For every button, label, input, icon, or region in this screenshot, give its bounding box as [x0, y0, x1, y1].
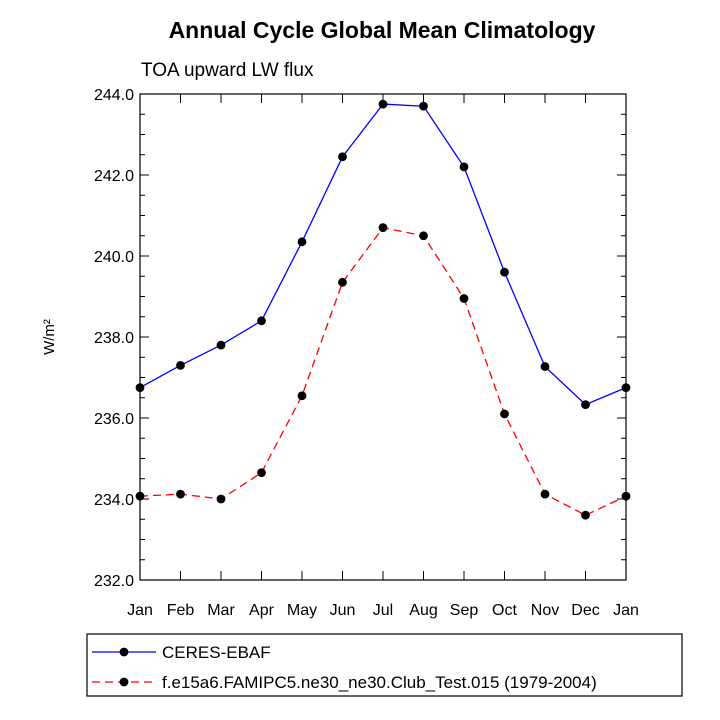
x-tick-label: Nov	[531, 602, 559, 619]
series-1-point	[581, 400, 590, 410]
legend-label-2: f.e15a6.FAMIPC5.ne30_ne30.Club_Test.015 …	[162, 673, 597, 692]
series-2-point	[581, 510, 590, 520]
series-2-point	[459, 294, 469, 303]
x-tick-label: Aug	[409, 602, 437, 619]
x-tick-label: Jan	[613, 602, 639, 619]
legend-box	[86, 633, 683, 697]
series-2-point	[338, 277, 347, 287]
series-1-point	[216, 340, 226, 350]
x-tick-label: Jan	[127, 602, 153, 619]
series-2-point	[135, 491, 145, 501]
series-1-point	[257, 316, 266, 326]
series-2-point	[419, 231, 428, 241]
series-2-point	[500, 409, 509, 419]
series-1-point	[540, 362, 550, 371]
series-1-point	[621, 383, 631, 393]
x-tick-label: Sep	[450, 602, 479, 619]
y-tick-label: 232.0	[94, 573, 134, 590]
x-tick-label: Dec	[571, 602, 599, 619]
plot-area: 232.0 234.0 236.0 238.0 240.0 242.0 244.0 Jan Fe…	[94, 87, 639, 619]
chart-subtitle: TOA upward LW flux	[141, 60, 314, 81]
y-tick-label: 242.0	[94, 168, 134, 185]
legend-label-1: CERES-EBAF	[162, 643, 271, 662]
series-2-point	[378, 223, 388, 233]
series-1-point	[378, 99, 388, 109]
series-1-point	[459, 162, 469, 172]
y-tick-label: 234.0	[94, 492, 134, 509]
series-2-point	[216, 494, 226, 504]
series-1-point	[297, 237, 307, 247]
y-tick-label: 236.0	[94, 411, 134, 428]
series-line-2	[139, 226, 627, 516]
legend: CERES-EBAF f.e15a6.FAMIPC5.ne30_ne30.Club…	[86, 633, 683, 697]
series-2-point	[621, 491, 631, 501]
x-tick-label: Oct	[492, 602, 517, 619]
x-tick-label: Jun	[330, 602, 356, 619]
y-axis-label: W/m²	[41, 319, 58, 355]
x-tick-label: Mar	[207, 602, 235, 619]
chart-title: Annual Cycle Global Mean Climatology	[169, 17, 596, 43]
series-1-point	[500, 267, 509, 277]
series-2-point	[257, 468, 266, 478]
x-tick-label: Apr	[249, 602, 275, 619]
series-1-point	[419, 101, 428, 111]
x-tick-label: Jul	[373, 602, 393, 619]
series-1-point	[338, 152, 347, 162]
y-tick-label: 240.0	[94, 249, 134, 266]
series-2-point	[297, 391, 307, 401]
x-tick-label: Feb	[167, 602, 195, 619]
y-tick-label: 238.0	[94, 330, 134, 347]
series-1-point	[135, 383, 145, 393]
y-tick-label: 244.0	[94, 87, 134, 104]
series-line-1	[139, 103, 627, 406]
series-1-point	[176, 360, 185, 370]
plot-frame	[139, 93, 627, 581]
legend-marker-1	[119, 647, 129, 657]
x-tick-label: May	[287, 602, 317, 619]
legend-marker-2	[119, 677, 129, 687]
series-2-point	[540, 489, 550, 499]
series-2-point	[176, 489, 185, 499]
